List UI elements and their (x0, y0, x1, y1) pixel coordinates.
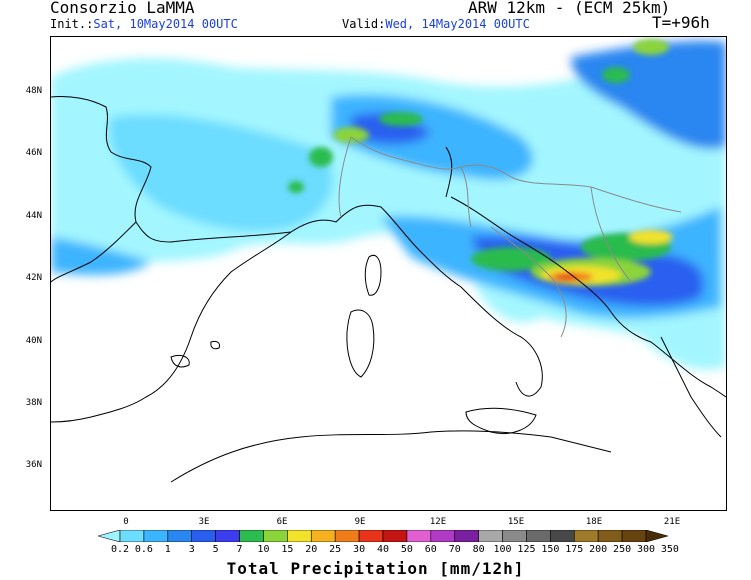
colorbar-tick-label: 5 (212, 544, 219, 555)
colorbar-tick-label: 20 (305, 544, 318, 555)
forecast-lead-time: T=+96h (652, 13, 710, 32)
colorbar-swatch (119, 530, 145, 542)
colorbar-tick-label: 175 (565, 544, 584, 555)
colorbar-swatch (191, 530, 216, 542)
colorbar-swatch (550, 530, 575, 542)
colorbar-tick-label: 40 (376, 544, 390, 555)
organization-title: Consorzio LaMMA (50, 0, 195, 17)
colorbar-tick-label: 200 (589, 544, 608, 555)
lat-label: 40N (25, 336, 42, 346)
lon-label: 6E (276, 517, 288, 527)
colorbar-tick-label: 0.6 (134, 544, 153, 555)
colorbar-swatch (98, 530, 121, 542)
colorbar-tick-label: 350 (660, 544, 679, 555)
colorbar-swatch (358, 530, 384, 542)
lon-label: 3E (198, 517, 210, 527)
colorbar-swatch (263, 530, 288, 542)
valid-value: Wed, 14May2014 00UTC (385, 17, 530, 31)
colorbar-tick-label: 70 (448, 544, 461, 555)
colorbar-tick-label: 150 (541, 544, 560, 555)
lat-label: 48N (25, 86, 42, 96)
political-borders (338, 136, 682, 338)
colorbar-swatch (239, 530, 264, 542)
colorbar-swatch (143, 530, 169, 542)
colorbar-tick-label: 10 (257, 544, 270, 555)
lon-label: 12E (429, 517, 447, 527)
colorbar-tick-label: 300 (636, 544, 656, 555)
colorbar-tick-label: 25 (329, 544, 342, 555)
colorbar-swatch (310, 530, 336, 542)
init-label: Init.: (50, 17, 94, 31)
lat-label: 42N (25, 273, 42, 283)
lat-label: 36N (25, 460, 42, 470)
lon-label: 21E (663, 517, 681, 527)
colorbar-swatch (526, 530, 551, 542)
colorbar-tick-label: 30 (353, 544, 366, 555)
colorbar-tick-label: 0.2 (110, 544, 130, 555)
colorbar-tick-label: 15 (281, 544, 294, 555)
colorbar-tick-label: 250 (613, 544, 632, 555)
lon-label: 18E (585, 517, 603, 527)
valid-label: Valid: (342, 17, 386, 31)
colorbar-swatch (502, 530, 527, 542)
colorbar-tick-label: 7 (236, 544, 243, 555)
colorbar-tick-label: 60 (424, 544, 437, 555)
lat-label: 46N (25, 148, 42, 158)
valid-time: Valid:Wed, 14May2014 00UTC (342, 17, 530, 31)
precipitation-map (50, 36, 727, 511)
lon-label: 0 (123, 517, 129, 527)
colorbar-swatch (597, 530, 623, 542)
lon-label: 15E (507, 517, 525, 527)
colorbar-swatch (454, 530, 479, 542)
init-value: Sat, 10May2014 00UTC (93, 17, 238, 31)
colorbar-swatch (382, 530, 408, 542)
lat-label: 44N (25, 211, 42, 221)
colorbar-tick-label: 50 (400, 544, 413, 555)
colorbar-tick-label: 125 (517, 544, 536, 555)
map-canvas (50, 37, 727, 510)
colorbar-tick-label: 1 (164, 544, 171, 555)
colorbar-swatch (215, 530, 240, 542)
coastlines (50, 96, 727, 483)
colorbar-tick-label: 100 (493, 544, 512, 555)
colorbar-swatch (645, 530, 668, 542)
colorbar (98, 530, 668, 542)
colorbar-swatch (287, 530, 312, 542)
colorbar-swatch (334, 530, 360, 542)
colorbar-swatch (430, 530, 456, 542)
colorbar-swatch (621, 530, 647, 542)
legend-title: Total Precipitation [mm/12h] (226, 559, 525, 578)
precipitation-cores (288, 39, 673, 286)
colorbar-swatch (573, 530, 599, 542)
model-title: ARW 12km - (ECM 25km) (468, 0, 671, 17)
colorbar-swatch (478, 530, 503, 542)
colorbar-tick-label: 3 (188, 544, 195, 555)
lon-label: 9E (354, 517, 366, 527)
colorbar-swatch (406, 530, 432, 542)
init-time: Init.:Sat, 10May2014 00UTC (50, 17, 238, 31)
lat-label: 38N (25, 398, 42, 408)
colorbar-tick-label: 80 (472, 544, 485, 555)
colorbar-swatch (167, 530, 193, 542)
